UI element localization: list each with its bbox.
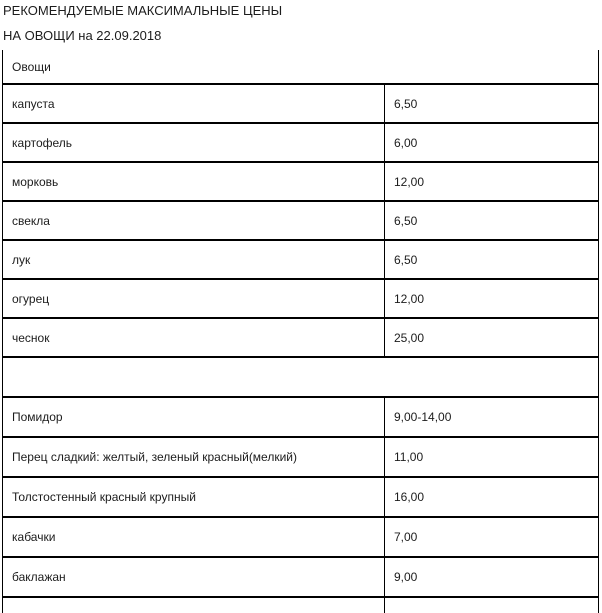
price-cell: 9,00: [383, 556, 600, 598]
price-cell: 9,00-14,00: [383, 396, 600, 438]
spacer-row: [1, 356, 600, 398]
table-row: Толстостенный красный крупный 16,00: [2, 476, 600, 518]
table-row: Перец сладкий: желтый, зеленый красный(м…: [2, 436, 600, 478]
table-row: чеснок 25,00: [2, 317, 600, 358]
product-name-cell: огурец: [2, 278, 385, 319]
price-cell: 6,50: [383, 83, 600, 124]
table-row: Помидор 9,00-14,00: [2, 396, 600, 438]
price-cell: 6,00: [383, 122, 600, 163]
stub-name-cell: [2, 596, 385, 613]
section-row: Овощи: [1, 50, 600, 85]
table-row: кабачки 7,00: [2, 516, 600, 558]
price-cell: 7,00: [383, 516, 600, 558]
price-cell: 6,50: [383, 239, 600, 280]
product-name-cell: чеснок: [2, 317, 385, 358]
product-name-cell: морковь: [2, 161, 385, 202]
product-name-cell: картофель: [2, 122, 385, 163]
product-name-cell: баклажан: [2, 556, 385, 598]
product-name-cell: Помидор: [2, 396, 385, 438]
price-cell: 12,00: [383, 161, 600, 202]
stub-row: [2, 596, 600, 613]
table-row: картофель 6,00: [2, 122, 600, 163]
spacer-cell: [1, 356, 600, 398]
price-cell: 12,00: [383, 278, 600, 319]
table-row: капуста 6,50: [2, 83, 600, 124]
table-row: огурец 12,00: [2, 278, 600, 319]
section-title-cell: Овощи: [1, 50, 600, 85]
price-cell: 11,00: [383, 436, 600, 478]
table-row: морковь 12,00: [2, 161, 600, 202]
product-name-cell: свекла: [2, 200, 385, 241]
table-row: баклажан 9,00: [2, 556, 600, 598]
table-row: свекла 6,50: [2, 200, 600, 241]
price-cell: 16,00: [383, 476, 600, 518]
product-name-cell: кабачки: [2, 516, 385, 558]
doc-title-line1: РЕКОМЕНДУЕМЫЕ МАКСИМАЛЬНЫЕ ЦЕНЫ: [3, 3, 283, 18]
price-table: Овощи капуста 6,50 картофель 6,00 морковь 12,0…: [1, 50, 600, 613]
product-name-cell: капуста: [2, 83, 385, 124]
product-name-cell: Толстостенный красный крупный: [2, 476, 385, 518]
product-name-cell: Перец сладкий: желтый, зеленый красный(м…: [2, 436, 385, 478]
product-name-cell: лук: [2, 239, 385, 280]
doc-title-line2: НА ОВОЩИ на 22.09.2018: [3, 28, 162, 43]
stub-price-cell: [383, 596, 600, 613]
table-row: лук 6,50: [2, 239, 600, 280]
price-table-body: Овощи капуста 6,50 картофель 6,00 морковь 12,0…: [1, 50, 600, 613]
price-cell: 6,50: [383, 200, 600, 241]
price-cell: 25,00: [383, 317, 600, 358]
